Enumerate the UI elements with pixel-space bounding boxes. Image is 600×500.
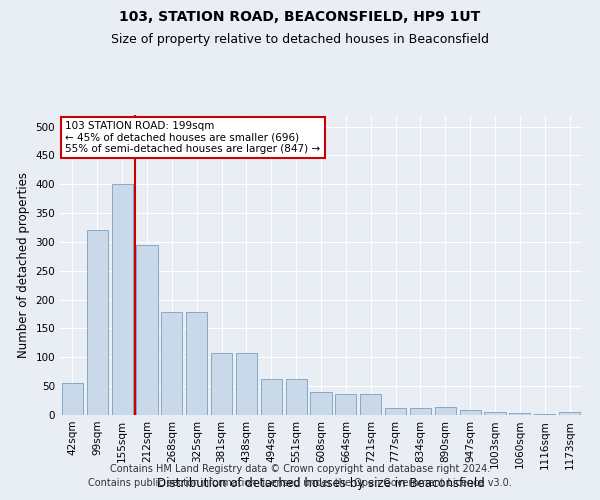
Bar — [385, 408, 406, 415]
Bar — [261, 378, 282, 415]
X-axis label: Distribution of detached houses by size in Beaconsfield: Distribution of detached houses by size … — [157, 477, 485, 490]
Bar — [360, 394, 381, 415]
Bar — [136, 245, 158, 415]
Bar — [236, 354, 257, 415]
Text: 103, STATION ROAD, BEACONSFIELD, HP9 1UT: 103, STATION ROAD, BEACONSFIELD, HP9 1UT — [119, 10, 481, 24]
Bar — [460, 410, 481, 415]
Text: Size of property relative to detached houses in Beaconsfield: Size of property relative to detached ho… — [111, 32, 489, 46]
Bar — [310, 392, 332, 415]
Bar — [62, 384, 83, 415]
Bar — [161, 312, 182, 415]
Bar — [534, 414, 555, 415]
Bar — [559, 412, 580, 415]
Bar — [435, 407, 456, 415]
Bar — [286, 378, 307, 415]
Bar — [410, 408, 431, 415]
Bar — [112, 184, 133, 415]
Bar — [484, 412, 506, 415]
Text: Contains HM Land Registry data © Crown copyright and database right 2024.
Contai: Contains HM Land Registry data © Crown c… — [88, 464, 512, 487]
Text: 103 STATION ROAD: 199sqm
← 45% of detached houses are smaller (696)
55% of semi-: 103 STATION ROAD: 199sqm ← 45% of detach… — [65, 121, 320, 154]
Y-axis label: Number of detached properties: Number of detached properties — [17, 172, 30, 358]
Bar — [87, 230, 108, 415]
Bar — [335, 394, 356, 415]
Bar — [509, 414, 530, 415]
Bar — [211, 354, 232, 415]
Bar — [186, 312, 207, 415]
